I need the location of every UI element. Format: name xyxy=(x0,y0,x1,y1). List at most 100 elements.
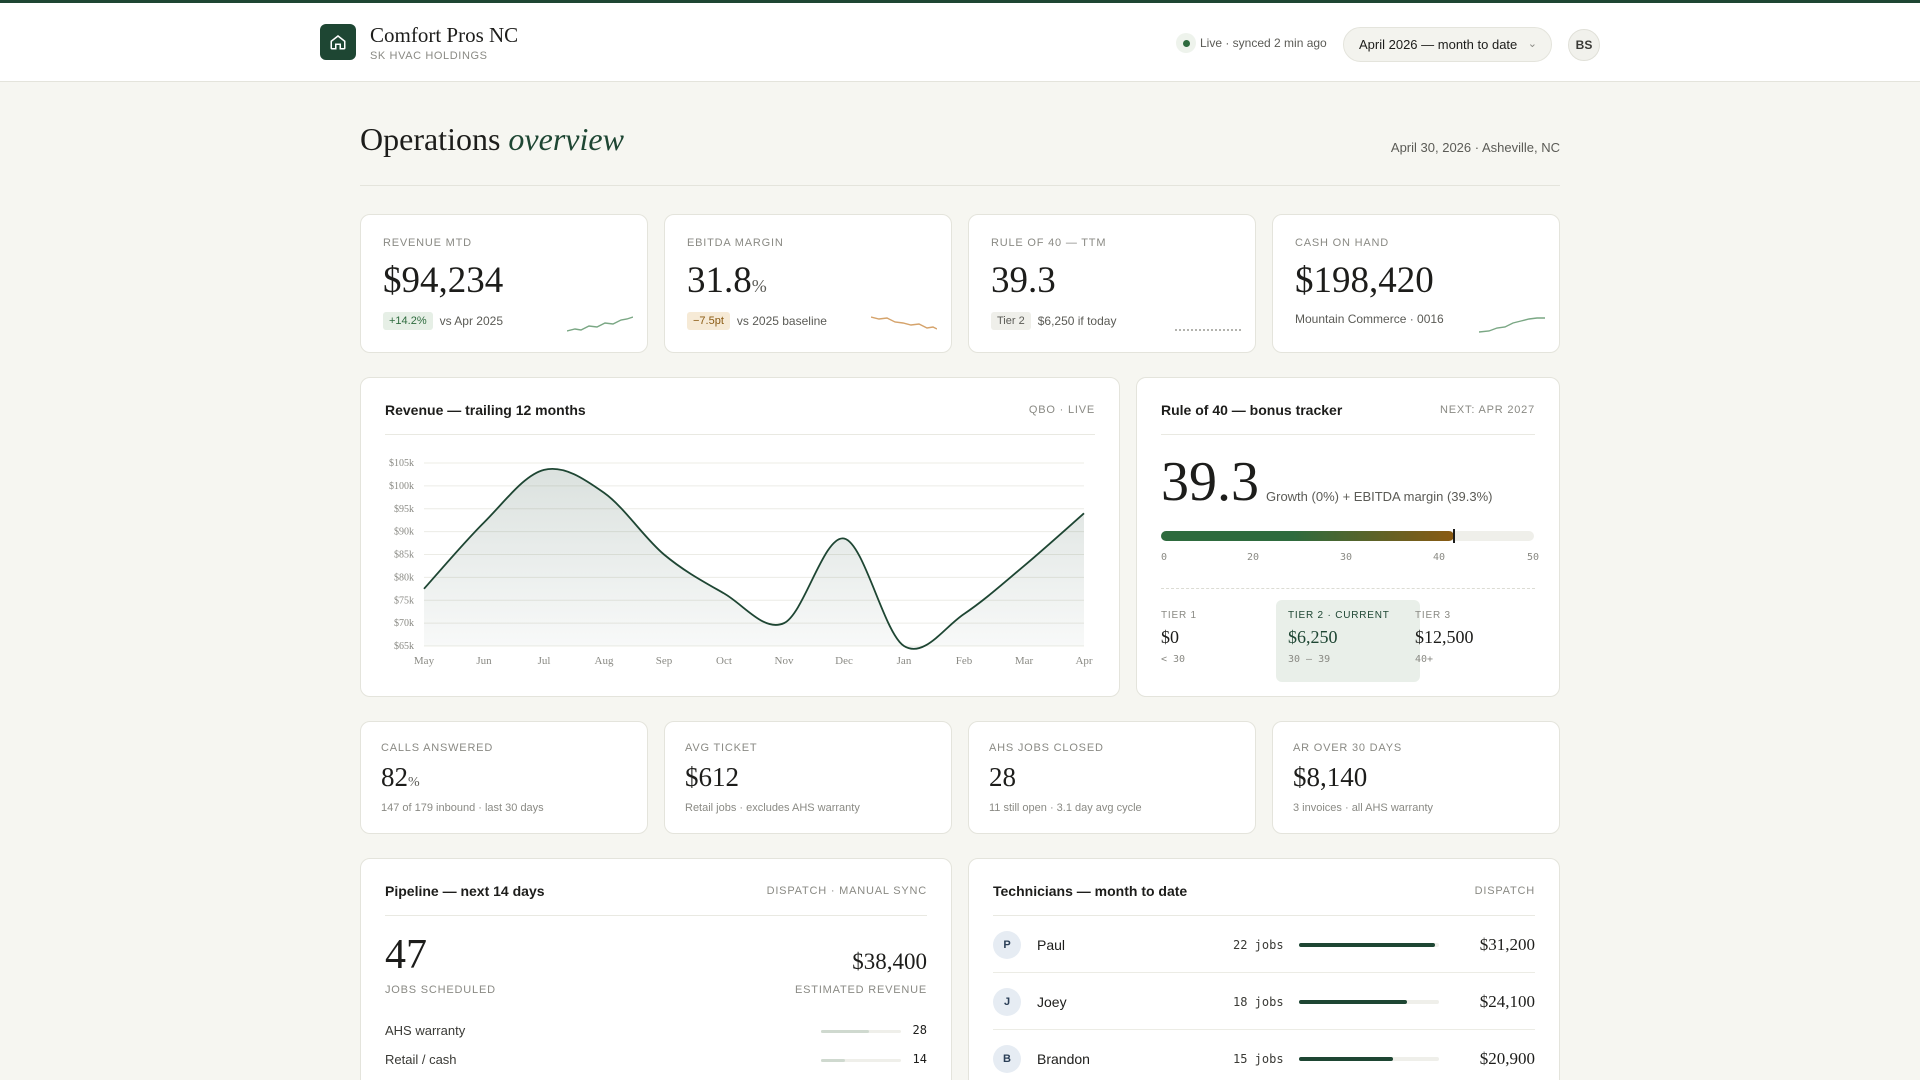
technician-bar-fill xyxy=(1299,1057,1393,1061)
kpi-card-cash: CASH ON HAND $198,420 Mountain Commerce … xyxy=(1272,214,1560,353)
tier-amount: $0 xyxy=(1161,627,1179,647)
pipeline-card: Pipeline — next 14 days DISPATCH · MANUA… xyxy=(360,858,952,1080)
technician-bar xyxy=(1299,1000,1439,1004)
y-tick-label: $75k xyxy=(394,595,414,606)
ebitda-sparkline xyxy=(871,316,937,330)
stat-value: $612 xyxy=(685,762,739,792)
scale-tick: 0 xyxy=(1161,552,1168,563)
technician-bar xyxy=(1299,1057,1439,1061)
technician-avatar: B xyxy=(993,1045,1021,1073)
technician-name: Paul xyxy=(1037,937,1066,953)
tier-range: 30 — 39 xyxy=(1288,654,1331,665)
user-avatar[interactable]: BS xyxy=(1568,29,1600,61)
technician-name: Brandon xyxy=(1037,1051,1090,1067)
divider xyxy=(385,915,927,916)
pipeline-row-label: AHS warranty xyxy=(385,1023,466,1038)
technician-bar-fill xyxy=(1299,943,1435,947)
kpi-value: 31.8% xyxy=(687,260,767,301)
x-tick-label: Nov xyxy=(775,655,794,667)
pipeline-row-bar xyxy=(821,1030,901,1033)
technician-revenue: $20,900 xyxy=(1479,1049,1535,1068)
scale-tick: 30 xyxy=(1340,552,1353,563)
technician-row[interactable]: J Joey 18 jobs $24,100 xyxy=(993,973,1535,1030)
y-tick-label: $85k xyxy=(394,550,414,561)
technicians-card: Technicians — month to date DISPATCH P P… xyxy=(968,858,1560,1080)
tier-label: TIER 2 · CURRENT xyxy=(1288,610,1390,621)
x-tick-label: Apr xyxy=(1075,655,1092,667)
technician-row[interactable]: P Paul 22 jobs $31,200 xyxy=(993,916,1535,973)
period-selector[interactable]: April 2026 — month to date ⌄ xyxy=(1343,27,1552,62)
kpi-card-revenue: REVENUE MTD $94,234 +14.2% vs Apr 2025 xyxy=(360,214,648,353)
page-title-accent: overview xyxy=(508,121,624,157)
y-tick-label: $95k xyxy=(394,504,414,515)
stat-value: $8,140 xyxy=(1293,762,1368,792)
stat-card-ahs-jobs: AHS JOBS CLOSED 28 11 still open · 3.1 d… xyxy=(968,721,1256,834)
revenue-area-chart: $105k$100k$95k$90k$85k$80k$75k$70k$65kMa… xyxy=(389,458,1093,667)
rule-of-40-sparkline xyxy=(1175,329,1241,331)
technician-avatar: P xyxy=(993,931,1021,959)
technician-avatar: J xyxy=(993,988,1021,1016)
live-status: Live · synced 2 min ago xyxy=(1176,27,1327,59)
rule-of-40-progress-fill xyxy=(1161,531,1455,541)
pipeline-row-ahs: AHS warranty 28 xyxy=(385,1023,927,1043)
page-title: Operations overview xyxy=(360,121,624,158)
pipeline-row-bar-fill xyxy=(821,1059,845,1062)
stat-sub: 11 still open · 3.1 day avg cycle xyxy=(989,802,1142,814)
technicians-source: DISPATCH xyxy=(1474,885,1535,897)
kpi-footer: Tier 2 $6,250 if today xyxy=(991,312,1116,330)
rule-of-40-marker xyxy=(1453,529,1456,543)
delta-chip: −7.5pt xyxy=(687,312,730,330)
technician-revenue: $24,100 xyxy=(1479,992,1535,1011)
revenue-chart-card: Revenue — trailing 12 months QBO · LIVE … xyxy=(360,377,1120,697)
x-tick-label: Jan xyxy=(897,655,912,667)
kpi-label: EBITDA MARGIN xyxy=(687,237,784,249)
kpi-label: REVENUE MTD xyxy=(383,237,472,249)
revenue-line xyxy=(423,467,1085,650)
pipeline-row-bar xyxy=(821,1059,901,1062)
pipeline-source: DISPATCH · MANUAL SYNC xyxy=(766,885,927,897)
page-date-location: April 30, 2026 · Asheville, NC xyxy=(1390,140,1560,155)
technician-jobs: 18 jobs xyxy=(1233,995,1284,1009)
technician-jobs: 22 jobs xyxy=(1233,938,1284,952)
stat-card-calls: CALLS ANSWERED 82% 147 of 179 inbound · … xyxy=(360,721,648,834)
stat-label: AVG TICKET xyxy=(685,742,758,754)
kpi-footer: +14.2% vs Apr 2025 xyxy=(383,312,503,330)
stat-card-avg-ticket: AVG TICKET $612 Retail jobs · excludes A… xyxy=(664,721,952,834)
x-tick-label: Mar xyxy=(1015,655,1034,667)
pipeline-row-retail: Retail / cash 14 xyxy=(385,1052,927,1072)
x-tick-label: Dec xyxy=(835,655,853,667)
delta-chip: +14.2% xyxy=(383,312,433,330)
technician-revenue: $31,200 xyxy=(1479,935,1535,954)
divider xyxy=(385,434,1095,435)
estimated-revenue-label: ESTIMATED REVENUE xyxy=(795,984,927,996)
x-tick-label: Jul xyxy=(538,655,551,667)
rule-of-40-progress-track xyxy=(1161,529,1534,543)
technician-jobs: 15 jobs xyxy=(1233,1052,1284,1066)
divider xyxy=(360,185,1560,186)
kpi-note: vs 2025 baseline xyxy=(736,314,827,328)
x-tick-label: Sep xyxy=(656,655,673,667)
estimated-revenue: $38,400 xyxy=(852,949,927,974)
tier-range: 40+ xyxy=(1415,654,1434,665)
stat-sub: 3 invoices · all AHS warranty xyxy=(1293,802,1433,814)
kpi-card-ebitda: EBITDA MARGIN 31.8% −7.5pt vs 2025 basel… xyxy=(664,214,952,353)
jobs-scheduled-count: 47 xyxy=(385,932,427,978)
y-tick-label: $90k xyxy=(394,527,414,538)
stat-sub: 147 of 179 inbound · last 30 days xyxy=(381,802,544,814)
jobs-scheduled-label: JOBS SCHEDULED xyxy=(385,984,496,996)
kpi-footer: Mountain Commerce · 0016 xyxy=(1295,312,1444,326)
revenue-chart-title: Revenue — trailing 12 months xyxy=(385,402,586,418)
kpi-card-rule-of-40: RULE OF 40 — TTM 39.3 Tier 2 $6,250 if t… xyxy=(968,214,1256,353)
scale-tick: 50 xyxy=(1527,552,1540,563)
technician-bar xyxy=(1299,943,1439,947)
home-logo-icon[interactable] xyxy=(320,24,356,60)
cash-sparkline xyxy=(1479,317,1545,333)
holding-name: SK HVAC HOLDINGS xyxy=(370,50,488,62)
kpi-note: $6,250 if today xyxy=(1037,314,1117,328)
y-tick-label: $80k xyxy=(394,572,414,583)
y-tick-label: $65k xyxy=(394,641,414,652)
x-tick-label: Oct xyxy=(716,655,732,667)
x-tick-label: Feb xyxy=(956,655,973,667)
company-name: Comfort Pros NC xyxy=(370,23,519,47)
technician-row[interactable]: B Brandon 15 jobs $20,900 xyxy=(993,1030,1535,1080)
